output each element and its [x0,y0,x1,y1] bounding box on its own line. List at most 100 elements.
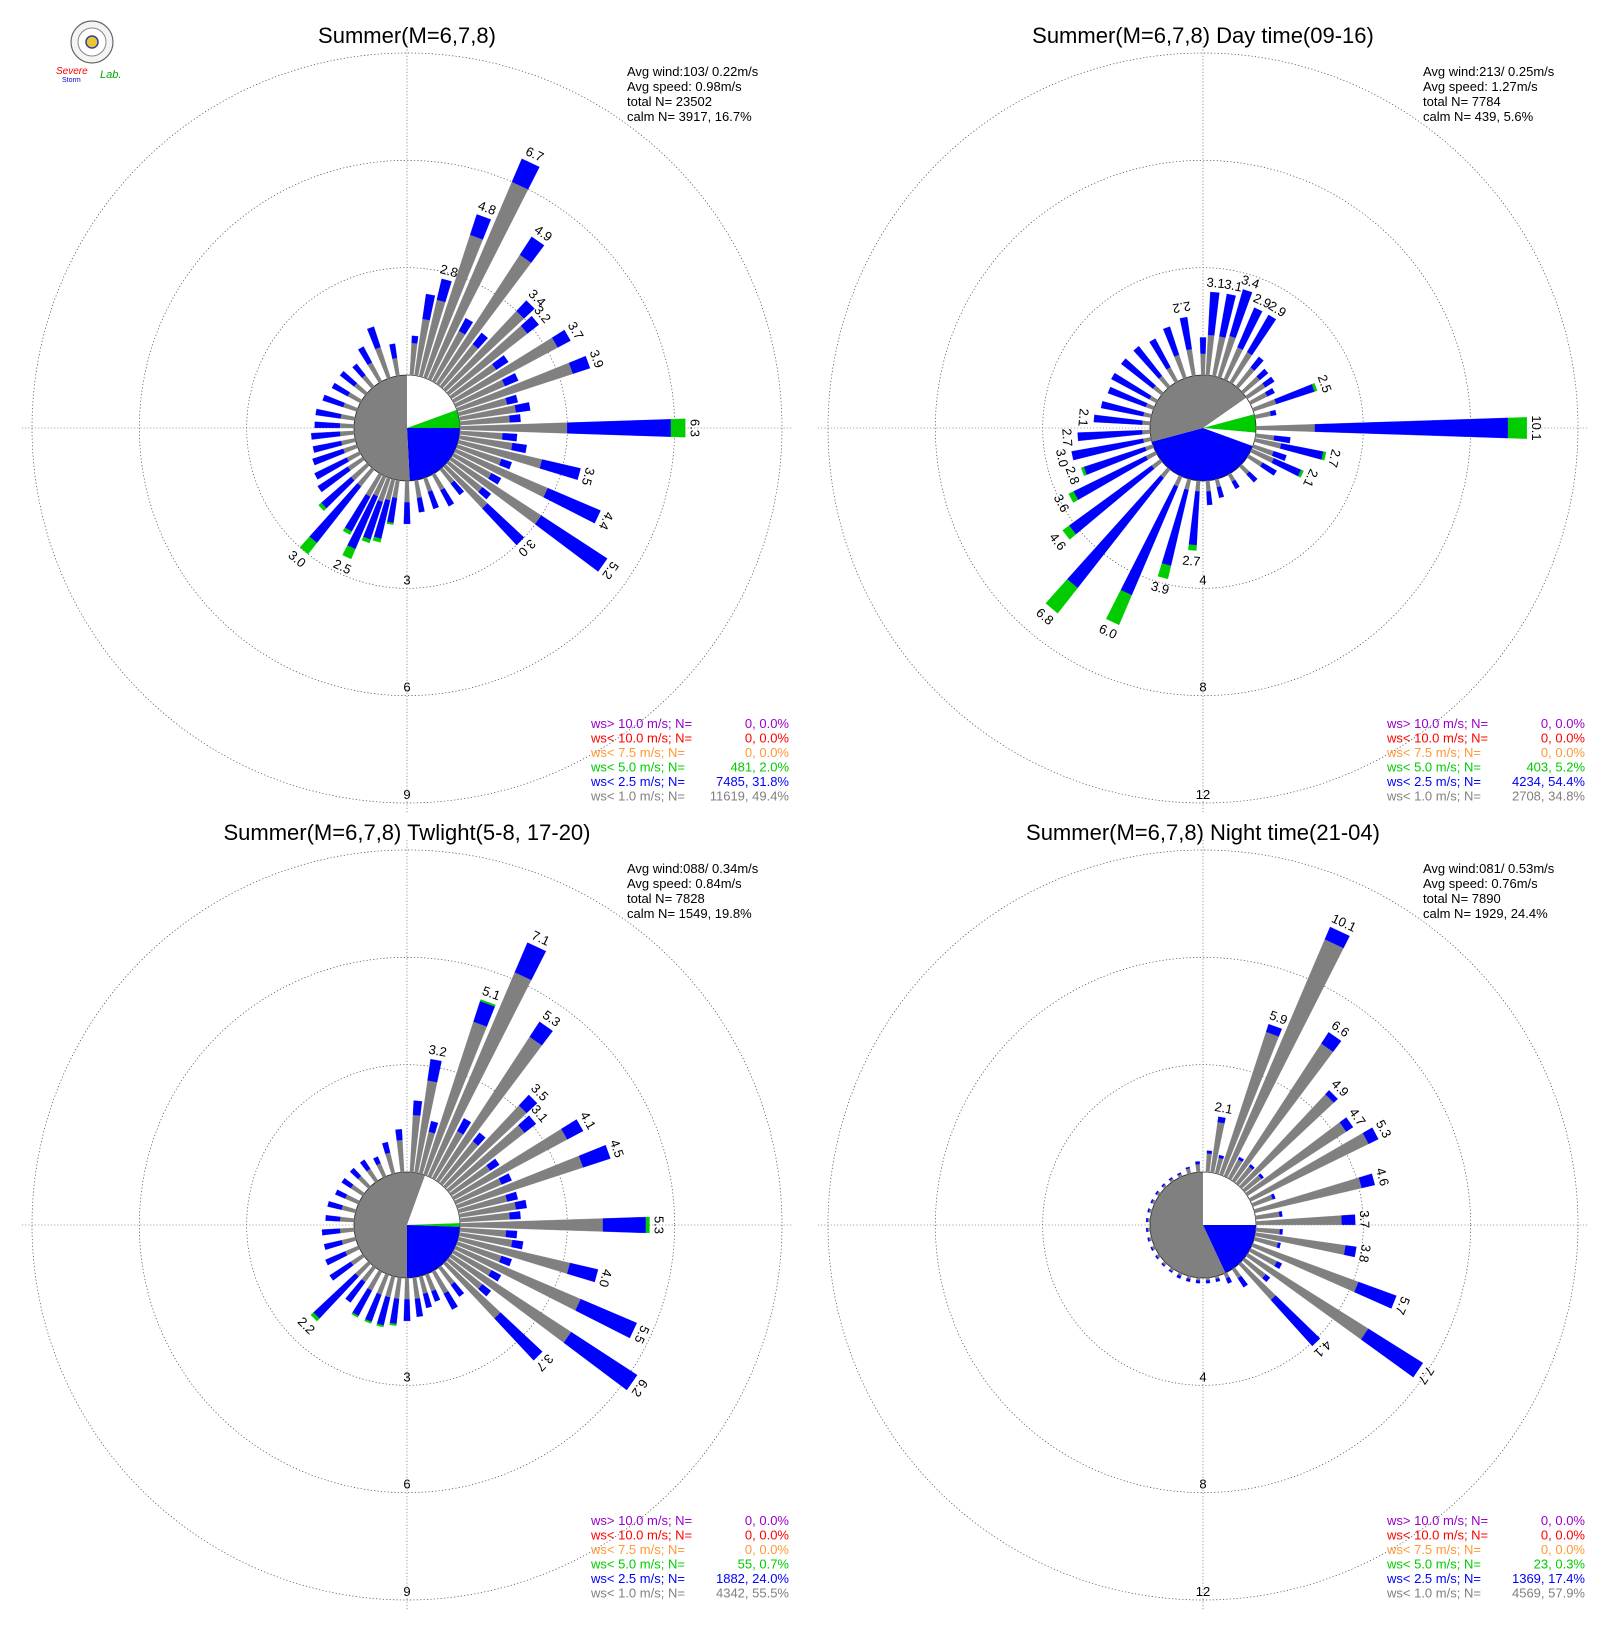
bar-label: 2.8 [438,261,459,280]
sector-bar-green [1297,469,1304,478]
sector-bar-blue [1265,387,1275,397]
ring-label: 3 [403,572,410,587]
sector-bar-blue [1161,1183,1166,1188]
sector-bar-gray [350,1184,365,1197]
sector-bar-blue [357,346,373,365]
sector-bar-blue [519,236,545,263]
sector-bar-blue [440,487,455,507]
sector-bar-gray [431,472,445,491]
sector-bar-blue [478,1283,492,1297]
bar-label: 6.7 [523,143,546,164]
speed-ring [31,52,783,804]
sector-bar-gray [1142,437,1152,443]
legend-label: ws> 10.0 m/s; N= [1386,716,1488,731]
sector-bar-blue [389,1298,400,1325]
sector-bar-green [1068,491,1079,503]
sector-bar-blue [511,1239,524,1250]
sector-bar-blue [1278,1211,1283,1217]
sector-bar-blue [1145,1227,1148,1233]
bar-label: 4.5 [607,1137,627,1159]
legend-label: ws< 7.5 m/s; N= [590,1542,685,1557]
sector-bar-blue [1077,430,1143,442]
sector-bar-blue [514,942,547,981]
sector-bar-gray [340,438,356,446]
calm-sector [407,375,457,428]
chart-title: Summer(M=6,7,8) Night time(21-04) [1026,820,1380,845]
bar-label: 3.6 [1051,492,1073,515]
sector-bar-gray [341,1205,357,1214]
wind-rose-panel-3: Summer(M=6,7,8) Twlight(5-8, 17-20)3693.… [22,820,792,1610]
bar-label: 2.1 [1213,1099,1233,1117]
legend-value: 0, 0.0% [1541,1528,1586,1543]
sector-bar-blue [1256,368,1269,381]
bar-label: 5.3 [652,1216,667,1234]
sector-bar-blue [488,1269,502,1282]
sector-bar-blue [1185,1278,1191,1283]
bar-label: 2.8 [1063,464,1083,486]
legend-label: ws< 2.5 m/s; N= [1386,774,1481,789]
sector-bar-blue [427,490,439,510]
legend-value: 0, 0.0% [1541,745,1586,760]
sector-bar-blue [359,1159,371,1172]
sector-bar-gray [1141,429,1151,435]
sector-bar-blue [1279,1229,1283,1235]
sector-bar-blue [1107,386,1148,408]
sector-bar-blue [1218,1154,1225,1160]
sector-bar-gray [423,476,433,493]
sector-bar-green [645,1216,650,1234]
sector-bar-blue [478,486,492,500]
bar-label: 5.1 [480,983,502,1003]
ring-label: 9 [403,787,410,802]
sector-bar-blue [314,421,340,429]
sector-bar-gray [339,430,355,437]
calm-sector [1203,397,1255,428]
sector-bar-blue [567,419,672,437]
ring-label: 4 [1199,1369,1206,1384]
ring-label: 3 [403,1369,410,1384]
calm-sector [407,428,460,481]
legend-label: ws< 5.0 m/s; N= [1386,1557,1481,1572]
bar-label: 7.1 [529,928,552,949]
sector-bar-gray [344,1194,360,1205]
legend-label: ws< 7.5 m/s; N= [1386,745,1481,760]
calm-sector [354,1172,407,1278]
sector-bar-gray [1184,478,1192,491]
calm-sector [1150,375,1203,442]
bar-label: 10.1 [1529,415,1544,440]
sector-bar-blue [1216,486,1225,499]
sector-bar-blue [1354,1281,1397,1309]
sector-bar-blue [1206,1150,1213,1154]
sector-bar-gray [1173,475,1183,487]
sector-bar-blue [499,1255,512,1267]
bar-label: 5.7 [1392,1295,1413,1317]
stats-line: calm N= 1929, 24.4% [1423,906,1548,921]
sector-bar-blue [335,1189,348,1199]
sector-bar-gray [1144,444,1155,451]
sector-bar-blue [315,408,342,419]
sector-bar-blue [1231,479,1240,490]
sector-bar-blue [1276,1242,1281,1249]
sector-bar-green [299,536,318,555]
legend-label: ws< 7.5 m/s; N= [1386,1542,1481,1557]
sector-bar-green [1507,417,1527,439]
sector-bar-blue [1195,1161,1200,1165]
sector-bar-blue [339,370,358,387]
ring-label: 12 [1196,787,1210,802]
sector-bar-blue [312,440,343,453]
sector-bar-blue [1093,414,1143,425]
sector-bar-blue [1279,443,1324,460]
bar-label: 4.6 [1373,1166,1392,1187]
sector-bar-gray [1255,1211,1280,1220]
sector-bar-blue [450,1281,465,1297]
calm-sector [1203,1225,1256,1274]
sector-bar-blue [450,480,465,496]
legend-label: ws< 7.5 m/s; N= [590,745,685,760]
stats-line: Avg wind:103/ 0.22m/s [627,64,759,79]
sector-bar-gray [340,413,356,421]
sector-bar-gray [344,1245,360,1256]
sector-bar-blue [1237,1275,1248,1288]
sector-bar-blue [329,1261,354,1281]
sector-bar-green [351,1312,359,1318]
ring-label: 9 [403,1584,410,1599]
sector-bar-blue [349,1167,362,1180]
